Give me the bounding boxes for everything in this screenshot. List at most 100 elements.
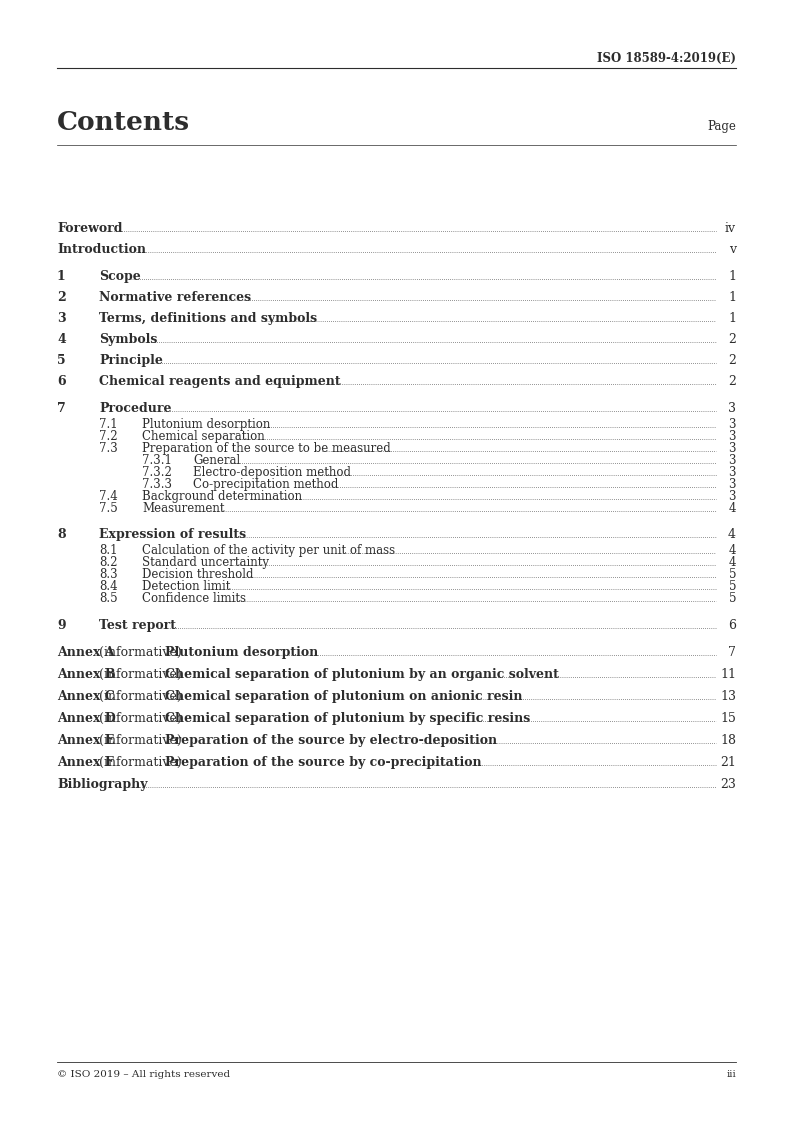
Text: Chemical separation of plutonium by an organic solvent: Chemical separation of plutonium by an o…: [165, 668, 559, 681]
Text: 3: 3: [729, 490, 736, 503]
Text: Annex D: Annex D: [57, 712, 116, 725]
Text: Annex C: Annex C: [57, 690, 115, 703]
Text: Scope: Scope: [99, 270, 140, 283]
Text: 8.5: 8.5: [99, 592, 117, 605]
Text: Background determination: Background determination: [142, 490, 302, 503]
Text: iii: iii: [726, 1070, 736, 1079]
Text: Calculation of the activity per unit of mass: Calculation of the activity per unit of …: [142, 544, 395, 557]
Text: 3: 3: [729, 419, 736, 431]
Text: 3: 3: [57, 312, 66, 325]
Text: 3: 3: [729, 466, 736, 479]
Text: Standard uncertainty: Standard uncertainty: [142, 557, 269, 569]
Text: Page: Page: [707, 120, 736, 134]
Text: Annex B: Annex B: [57, 668, 116, 681]
Text: Test report: Test report: [99, 619, 176, 632]
Text: 7.3.3: 7.3.3: [142, 478, 172, 491]
Text: Electro-deposition method: Electro-deposition method: [193, 466, 351, 479]
Text: 5: 5: [729, 568, 736, 581]
Text: 5: 5: [57, 355, 66, 367]
Text: Chemical separation of plutonium by specific resins: Chemical separation of plutonium by spec…: [165, 712, 531, 725]
Text: 7.2: 7.2: [99, 430, 117, 443]
Text: 11: 11: [720, 668, 736, 681]
Text: (informative): (informative): [95, 646, 186, 659]
Text: 5: 5: [729, 580, 736, 594]
Text: © ISO 2019 – All rights reserved: © ISO 2019 – All rights reserved: [57, 1070, 230, 1079]
Text: 1: 1: [728, 291, 736, 304]
Text: 21: 21: [720, 756, 736, 769]
Text: 5: 5: [729, 592, 736, 605]
Text: 6: 6: [728, 619, 736, 632]
Text: Chemical separation: Chemical separation: [142, 430, 265, 443]
Text: Chemical separation of plutonium on anionic resin: Chemical separation of plutonium on anio…: [165, 690, 523, 703]
Text: 4: 4: [729, 502, 736, 515]
Text: iv: iv: [725, 222, 736, 234]
Text: 2: 2: [728, 333, 736, 346]
Text: 2: 2: [728, 375, 736, 388]
Text: Chemical reagents and equipment: Chemical reagents and equipment: [99, 375, 341, 388]
Text: 3: 3: [729, 454, 736, 467]
Text: 13: 13: [720, 690, 736, 703]
Text: 4: 4: [729, 557, 736, 569]
Text: 7.3.2: 7.3.2: [142, 466, 172, 479]
Text: Bibliography: Bibliography: [57, 778, 147, 791]
Text: 7.3.1: 7.3.1: [142, 454, 172, 467]
Text: 3: 3: [729, 442, 736, 456]
Text: (informative): (informative): [95, 756, 186, 769]
Text: 7: 7: [57, 402, 66, 415]
Text: 8.2: 8.2: [99, 557, 117, 569]
Text: 8.3: 8.3: [99, 568, 117, 581]
Text: Annex E: Annex E: [57, 734, 114, 747]
Text: Expression of results: Expression of results: [99, 528, 246, 541]
Text: (informative): (informative): [95, 690, 186, 703]
Text: v: v: [729, 243, 736, 256]
Text: 18: 18: [720, 734, 736, 747]
Text: 3: 3: [729, 478, 736, 491]
Text: 1: 1: [728, 270, 736, 283]
Text: Procedure: Procedure: [99, 402, 171, 415]
Text: Preparation of the source to be measured: Preparation of the source to be measured: [142, 442, 391, 456]
Text: 7.4: 7.4: [99, 490, 117, 503]
Text: Annex A: Annex A: [57, 646, 115, 659]
Text: 23: 23: [720, 778, 736, 791]
Text: Foreword: Foreword: [57, 222, 122, 234]
Text: Co-precipitation method: Co-precipitation method: [193, 478, 339, 491]
Text: Principle: Principle: [99, 355, 163, 367]
Text: Plutonium desorption: Plutonium desorption: [165, 646, 318, 659]
Text: 2: 2: [728, 355, 736, 367]
Text: (informative): (informative): [95, 712, 186, 725]
Text: Symbols: Symbols: [99, 333, 157, 346]
Text: 7.3: 7.3: [99, 442, 117, 456]
Text: 7.1: 7.1: [99, 419, 117, 431]
Text: 8.1: 8.1: [99, 544, 117, 557]
Text: 3: 3: [729, 430, 736, 443]
Text: 3: 3: [728, 402, 736, 415]
Text: 2: 2: [57, 291, 66, 304]
Text: Annex F: Annex F: [57, 756, 113, 769]
Text: Preparation of the source by co-precipitation: Preparation of the source by co-precipit…: [165, 756, 481, 769]
Text: Preparation of the source by electro-deposition: Preparation of the source by electro-dep…: [165, 734, 497, 747]
Text: (informative): (informative): [95, 734, 186, 747]
Text: 8.4: 8.4: [99, 580, 117, 594]
Text: 4: 4: [729, 544, 736, 557]
Text: Normative references: Normative references: [99, 291, 251, 304]
Text: Terms, definitions and symbols: Terms, definitions and symbols: [99, 312, 317, 325]
Text: Detection limit: Detection limit: [142, 580, 231, 594]
Text: Introduction: Introduction: [57, 243, 146, 256]
Text: 15: 15: [720, 712, 736, 725]
Text: Confidence limits: Confidence limits: [142, 592, 246, 605]
Text: Decision threshold: Decision threshold: [142, 568, 254, 581]
Text: 4: 4: [728, 528, 736, 541]
Text: 7: 7: [728, 646, 736, 659]
Text: 8: 8: [57, 528, 66, 541]
Text: Measurement: Measurement: [142, 502, 224, 515]
Text: ISO 18589-4:2019(E): ISO 18589-4:2019(E): [597, 52, 736, 65]
Text: 6: 6: [57, 375, 66, 388]
Text: (informative): (informative): [95, 668, 186, 681]
Text: 1: 1: [57, 270, 66, 283]
Text: 1: 1: [728, 312, 736, 325]
Text: 9: 9: [57, 619, 66, 632]
Text: 7.5: 7.5: [99, 502, 117, 515]
Text: Plutonium desorption: Plutonium desorption: [142, 419, 270, 431]
Text: General: General: [193, 454, 240, 467]
Text: Contents: Contents: [57, 110, 190, 135]
